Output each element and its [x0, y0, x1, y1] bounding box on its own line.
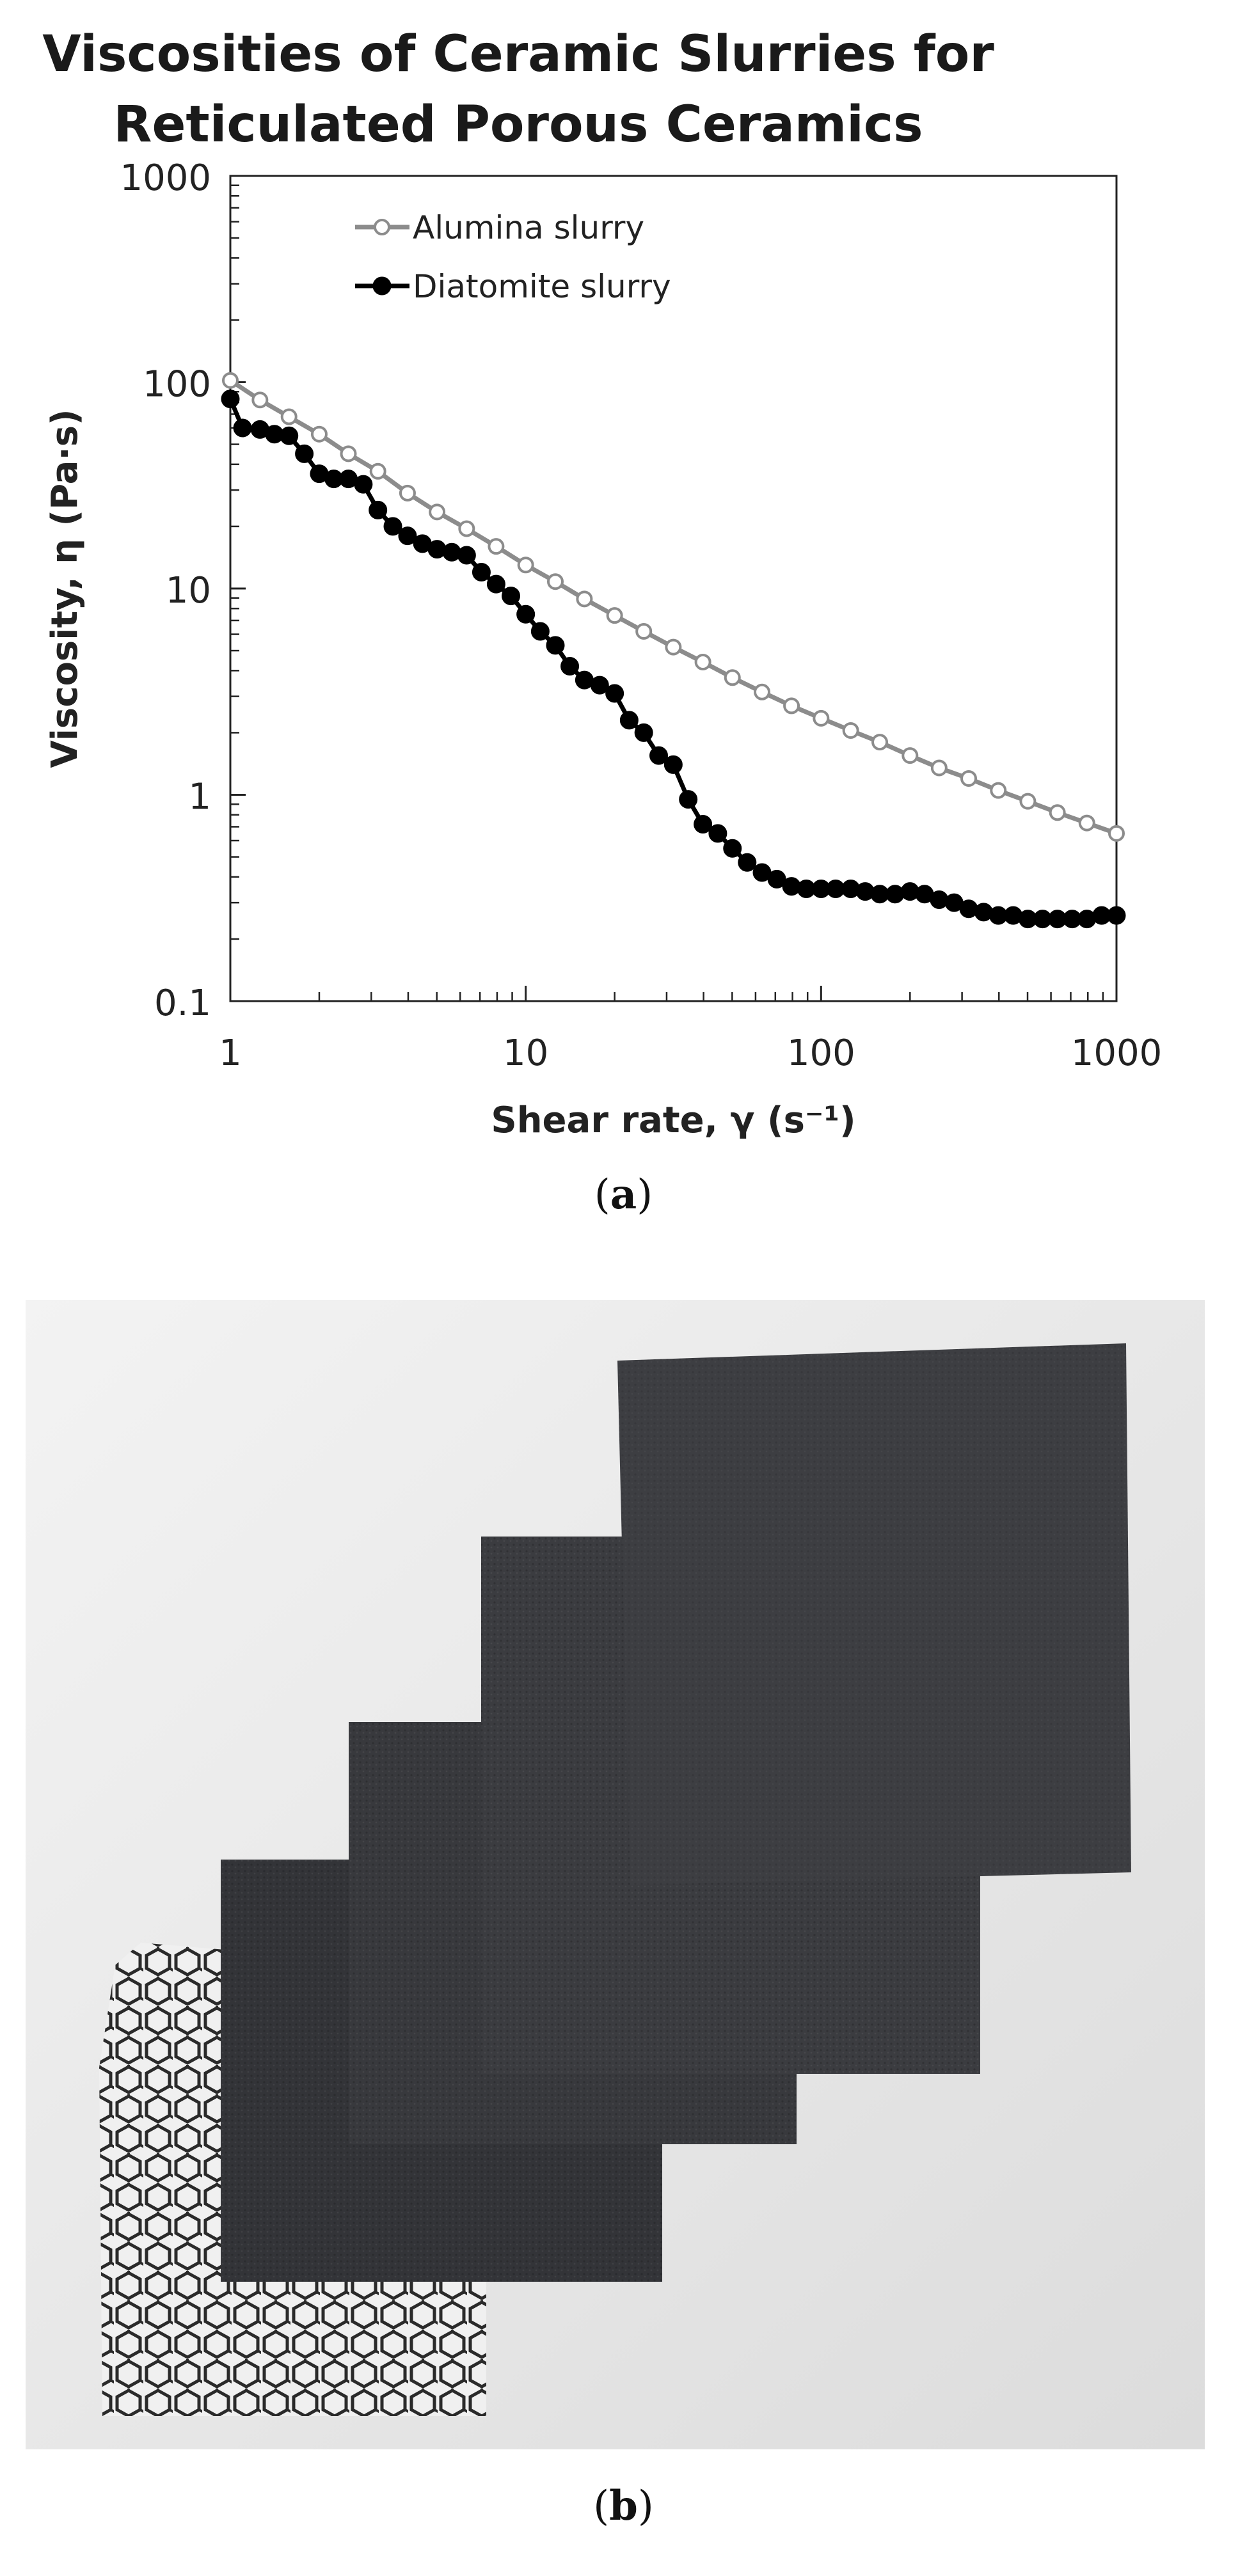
legend-marker-diatomite	[372, 276, 392, 296]
data-point-diatomite	[1107, 906, 1126, 925]
data-point-alumina	[369, 462, 386, 480]
x-tick-label: 100	[787, 1032, 855, 1074]
data-point-diatomite	[575, 670, 594, 690]
y-tick-label: 100	[143, 364, 211, 406]
data-point-alumina	[576, 590, 593, 608]
data-point-diatomite	[959, 899, 978, 919]
data-point-alumina	[724, 669, 741, 686]
data-point-diatomite	[870, 885, 889, 904]
data-point-alumina	[960, 770, 978, 787]
data-point-alumina	[783, 697, 800, 715]
legend-marker-alumina	[374, 219, 390, 235]
chart-title-line-2: Reticulated Porous Ceramics	[113, 96, 923, 154]
data-point-diatomite	[295, 444, 314, 463]
data-point-alumina	[754, 683, 771, 700]
caption-b: (b)	[593, 2482, 654, 2530]
foam-photo-illustration	[26, 1300, 1205, 2449]
x-tick-label: 1	[219, 1032, 242, 1074]
data-point-alumina	[694, 653, 711, 670]
x-tick-label: 10	[503, 1032, 548, 1074]
foam-sample-5	[617, 1343, 1131, 1885]
data-point-diatomite	[930, 890, 949, 910]
data-point-alumina	[930, 759, 948, 777]
data-point-alumina	[871, 734, 889, 751]
y-axis-label: Viscosity, η (Pa·s)	[44, 409, 86, 768]
data-point-diatomite	[590, 676, 609, 695]
caption-b-letter: b	[609, 2482, 638, 2530]
data-point-alumina	[1049, 804, 1066, 821]
data-point-alumina	[399, 484, 416, 502]
y-tick-label: 10	[166, 570, 211, 612]
data-point-diatomite	[383, 517, 402, 536]
caption-a: (a)	[594, 1171, 653, 1219]
data-point-diatomite	[398, 526, 417, 546]
data-point-alumina	[901, 747, 919, 764]
data-point-alumina	[842, 722, 859, 739]
data-point-alumina	[1078, 814, 1095, 832]
data-point-alumina	[340, 445, 357, 462]
data-point-diatomite	[427, 540, 447, 559]
data-point-alumina	[990, 782, 1007, 799]
legend-label-diatomite: Diatomite slurry	[413, 268, 671, 305]
data-point-diatomite	[457, 546, 476, 565]
data-point-diatomite	[354, 475, 373, 494]
data-point-alumina	[813, 709, 830, 727]
data-point-alumina	[606, 607, 623, 624]
data-point-diatomite	[221, 390, 240, 409]
data-point-diatomite	[708, 824, 727, 843]
data-point-diatomite	[886, 885, 905, 904]
data-point-diatomite	[530, 622, 550, 641]
legend-label-alumina: Alumina slurry	[413, 209, 644, 246]
data-point-diatomite	[649, 746, 669, 765]
data-point-alumina	[251, 391, 269, 409]
y-tick-label: 1	[188, 777, 211, 818]
caption-a-letter: a	[610, 1171, 637, 1219]
x-axis-label: Shear rate, γ (s⁻¹)	[491, 1100, 855, 1139]
data-point-diatomite	[369, 500, 388, 519]
data-point-alumina	[280, 408, 298, 425]
data-point-diatomite	[233, 418, 252, 438]
data-point-alumina	[310, 425, 328, 443]
data-point-alumina	[665, 638, 682, 656]
data-point-alumina	[517, 557, 534, 574]
data-point-diatomite	[723, 839, 742, 858]
data-point-diatomite	[619, 711, 639, 730]
data-point-diatomite	[782, 877, 801, 896]
y-tick-label: 1000	[120, 157, 211, 199]
data-point-diatomite	[502, 587, 521, 606]
data-point-alumina	[222, 372, 239, 389]
data-point-diatomite	[442, 542, 461, 562]
data-point-diatomite	[546, 636, 565, 655]
foam-photo	[26, 1300, 1205, 2449]
data-point-alumina	[1108, 825, 1125, 842]
data-point-alumina	[1019, 793, 1037, 810]
data-point-alumina	[429, 503, 446, 521]
data-point-diatomite	[738, 853, 757, 872]
data-point-diatomite	[679, 790, 698, 809]
x-tick-label: 1000	[1071, 1032, 1163, 1074]
data-point-alumina	[635, 622, 653, 640]
data-point-alumina	[458, 520, 475, 537]
plot-area-frame	[229, 175, 1118, 1002]
data-point-diatomite	[486, 574, 505, 594]
data-point-diatomite	[663, 755, 683, 774]
y-tick-label: 0.1	[154, 983, 211, 1024]
data-point-alumina	[547, 573, 564, 590]
data-point-diatomite	[826, 880, 845, 899]
data-point-diatomite	[280, 426, 299, 445]
data-point-diatomite	[560, 657, 580, 676]
data-point-diatomite	[767, 869, 786, 889]
chart-title-line-1: Viscosities of Ceramic Slurries for	[42, 26, 994, 83]
chart-title: Viscosities of Ceramic Slurries for Reti…	[0, 19, 1037, 160]
data-point-diatomite	[694, 815, 713, 834]
data-point-diatomite	[516, 604, 536, 624]
data-point-alumina	[488, 538, 505, 555]
data-point-diatomite	[472, 562, 491, 581]
data-point-diatomite	[605, 684, 624, 703]
data-point-diatomite	[634, 723, 653, 742]
